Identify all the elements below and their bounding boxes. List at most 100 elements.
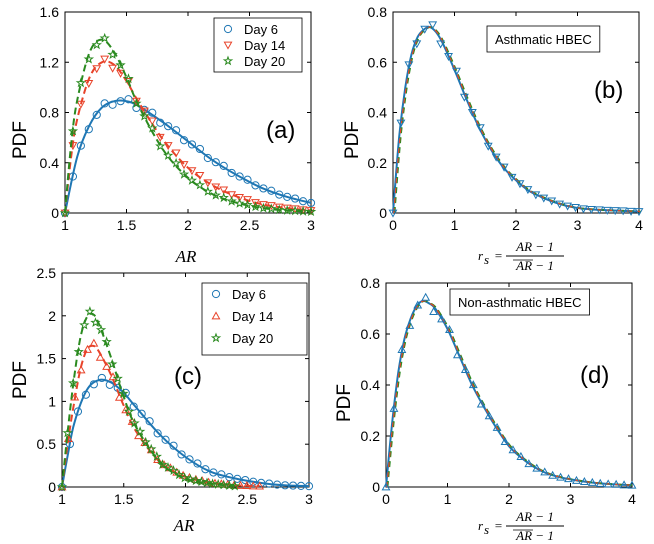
data-marker-day-14 [266, 202, 276, 211]
data-marker-day-6 [201, 465, 210, 474]
formula-numerator: AR − 1 [515, 509, 554, 524]
data-marker-day-14 [155, 133, 165, 142]
data-marker-day-6 [381, 482, 391, 491]
data-marker-day-6 [116, 97, 125, 106]
formula-lhs-sub: s [484, 252, 489, 267]
data-marker-day-14 [89, 338, 99, 347]
data-marker-day-6 [404, 61, 414, 70]
data-marker-day-6 [468, 380, 478, 389]
data-marker-day-20 [99, 32, 110, 43]
data-marker-day-20 [147, 122, 158, 133]
data-marker-day-6 [460, 364, 470, 373]
formula-lhs: r [478, 518, 484, 533]
data-marker-day-6 [291, 194, 300, 203]
data-marker-day-6 [508, 445, 518, 454]
panel-b-axes: 0 1 2 3 4 0 0.2 0.4 0.6 0.8 Asthmatic HBEC [368, 4, 644, 233]
data-marker-day-6 [148, 108, 157, 117]
data-marker-day-6 [388, 209, 398, 218]
x-tick-label: 2 [505, 491, 513, 507]
y-tick-label: 0.4 [368, 105, 388, 121]
data-marker-day-6 [217, 470, 226, 479]
data-marker-day-6 [420, 25, 430, 34]
data-marker-day-6 [428, 21, 438, 30]
y-tick-label: 0 [379, 205, 387, 221]
data-marker-day-14 [108, 372, 118, 381]
data-marker-day-6 [92, 110, 101, 119]
data-marker-day-20 [79, 319, 90, 330]
x-tick-label: 2.5 [238, 491, 258, 507]
data-marker-day-6 [153, 429, 162, 438]
data-marker-day-6 [515, 180, 525, 189]
formula-lhs: r [478, 248, 484, 263]
data-marker-day-20 [139, 110, 150, 121]
fit-line-day-6 [385, 299, 633, 488]
data-marker-day-6 [251, 181, 260, 190]
data-marker-day-6 [452, 350, 462, 359]
y-tick-label: 0.6 [361, 326, 381, 342]
x-tick-label: 4 [635, 217, 643, 233]
data-marker-day-6 [499, 163, 509, 172]
panel-d-axes: 0 1 2 3 4 0 0.2 0.4 0.6 0.8 Non-asthmatic HBEC [361, 275, 637, 507]
data-marker-day-6 [516, 451, 526, 460]
data-marker-day-6 [65, 439, 75, 449]
data-marker-day-6 [547, 197, 557, 206]
fit-line-overlay [386, 299, 634, 488]
x-tick-label: 2 [182, 491, 190, 507]
data-marker-day-6 [611, 479, 621, 488]
data-marker-day-14 [108, 64, 118, 73]
data-marker-day-14 [274, 203, 284, 212]
data-marker-day-6 [619, 480, 629, 489]
data-marker-day-6 [259, 184, 268, 193]
data-marker-day-20 [186, 175, 198, 185]
data-marker-day-14 [163, 142, 173, 151]
panel-b-label: (b) [594, 77, 623, 104]
data-marker-day-20 [179, 472, 190, 483]
data-marker-day-20 [305, 206, 317, 217]
data-marker-day-6 [89, 380, 98, 389]
data-marker-day-6 [539, 194, 549, 203]
data-marker-day-14 [84, 79, 94, 88]
data-marker-day-6 [618, 207, 628, 216]
data-marker-day-6 [76, 141, 85, 150]
data-marker-day-6 [105, 380, 114, 389]
data-marker-day-14 [243, 196, 252, 205]
data-marker-day-14 [203, 179, 213, 188]
legend-label: Day 20 [244, 54, 285, 69]
data-marker-day-6 [298, 197, 308, 206]
data-marker-day-20 [202, 186, 214, 196]
y-tick-label: 0.4 [361, 377, 381, 393]
data-marker-day-6 [548, 470, 558, 479]
data-marker-day-6 [507, 173, 517, 182]
formula-eq: = [494, 518, 503, 533]
data-marker-day-20 [162, 461, 174, 472]
data-marker-day-14 [248, 481, 258, 490]
x-tick-label: 3 [574, 217, 582, 233]
data-marker-day-6 [84, 125, 93, 134]
data-marker-day-14 [139, 107, 149, 116]
data-marker-day-20 [118, 388, 129, 399]
data-marker-day-6 [627, 480, 637, 489]
data-marker-day-6 [579, 205, 588, 214]
data-marker-day-6 [594, 206, 604, 215]
panel-a-label: (a) [266, 117, 295, 144]
data-marker-day-20 [131, 98, 142, 108]
data-marker-day-20 [123, 73, 134, 84]
data-marker-day-20 [210, 189, 221, 200]
data-marker-day-14 [211, 183, 221, 192]
data-marker-day-20 [201, 477, 213, 488]
formula-numerator: AR − 1 [515, 239, 554, 254]
data-marker-day-20 [190, 475, 201, 486]
data-marker-day-14 [179, 161, 189, 170]
x-tick-label: 3 [567, 491, 575, 507]
data-marker-day-20 [59, 207, 71, 218]
data-marker-day-6 [145, 417, 154, 426]
fit-line-day-6 [392, 26, 640, 214]
data-marker-day-20 [129, 417, 140, 428]
data-marker-day-20 [95, 324, 107, 335]
data-marker-day-20 [274, 204, 285, 215]
legend-label: Day 6 [244, 22, 278, 37]
data-marker-day-20 [73, 346, 84, 357]
data-marker-day-20 [194, 179, 206, 190]
legend-marker [211, 289, 221, 299]
